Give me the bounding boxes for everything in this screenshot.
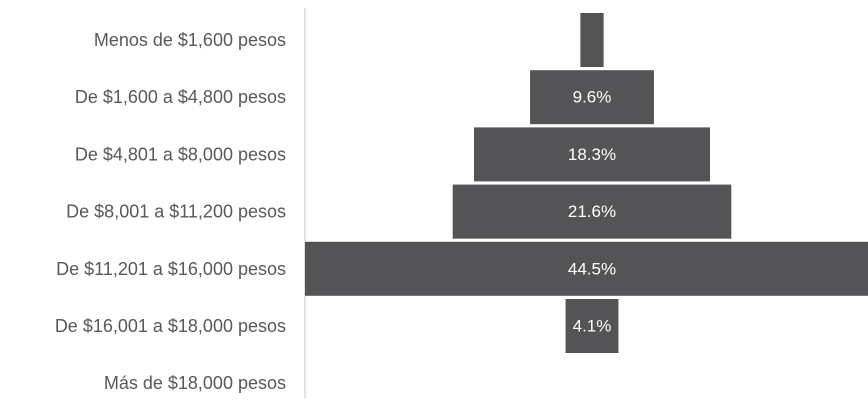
category-label: De $1,600 a $4,800 pesos bbox=[75, 87, 286, 107]
data-labels: 9.6% 18.3% 21.6% 44.5% 4.1% bbox=[568, 88, 616, 336]
data-label: 44.5% bbox=[568, 259, 616, 278]
category-label: De $4,801 a $8,000 pesos bbox=[75, 144, 286, 164]
bar bbox=[530, 70, 654, 125]
data-label: 21.6% bbox=[568, 202, 616, 221]
data-label: 18.3% bbox=[568, 145, 616, 164]
data-label: 9.6% bbox=[573, 88, 612, 107]
data-label: 4.1% bbox=[573, 317, 612, 336]
category-label: De $16,001 a $18,000 pesos bbox=[55, 316, 286, 336]
category-label: Más de $18,000 pesos bbox=[104, 373, 286, 393]
category-labels: Menos de $1,600 pesos De $1,600 a $4,800 … bbox=[55, 30, 286, 393]
bar bbox=[580, 13, 604, 67]
category-label: De $8,001 a $11,200 pesos bbox=[66, 202, 286, 222]
category-label: Menos de $1,600 pesos bbox=[94, 30, 286, 50]
bar bbox=[452, 184, 732, 239]
category-label: De $11,201 a $16,000 pesos bbox=[56, 259, 286, 279]
bar bbox=[304, 241, 868, 296]
bar bbox=[565, 299, 619, 353]
bars bbox=[304, 13, 868, 353]
bar bbox=[473, 127, 711, 182]
